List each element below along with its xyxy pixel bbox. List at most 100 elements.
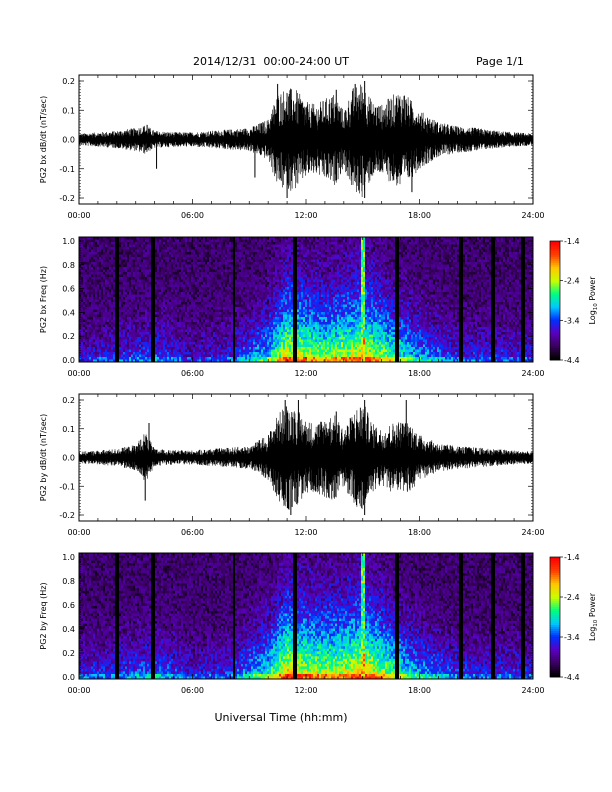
- spectrogram-cell: [259, 239, 262, 243]
- spectrogram-cell: [143, 294, 146, 298]
- spectrogram-cell: [189, 257, 192, 260]
- spectrogram-cell: [129, 239, 132, 243]
- spectrogram-cell: [241, 339, 244, 343]
- spectrogram-cell: [149, 292, 152, 295]
- spectrogram-cell: [87, 247, 90, 250]
- spectrogram-cell: [237, 309, 240, 313]
- spectrogram-cell: [195, 287, 198, 290]
- spectrogram-cell: [235, 239, 238, 243]
- spectrogram-cell: [163, 299, 166, 303]
- spectrogram-cell: [261, 289, 264, 293]
- spectrogram-cell: [169, 279, 172, 283]
- spectrogram-cell: [199, 339, 202, 343]
- spectrogram-cell: [95, 242, 98, 245]
- spectrogram-cell: [145, 292, 148, 295]
- spectrogram-cell: [113, 244, 116, 248]
- spectrogram-cell: [117, 342, 120, 345]
- spectrogram-cell: [153, 339, 156, 343]
- spectrogram-cell: [171, 257, 174, 260]
- spectrogram-cell: [87, 242, 90, 245]
- spectrogram-cell: [85, 312, 88, 315]
- spectrogram-cell: [121, 319, 124, 323]
- spectrogram-cell: [167, 309, 170, 313]
- spectrogram-cell: [267, 277, 270, 280]
- spectrogram-cell: [233, 244, 236, 248]
- spectrogram-cell: [181, 329, 184, 333]
- spectrogram-cell: [169, 337, 172, 340]
- spectrogram-cell: [173, 272, 176, 275]
- spectrogram-cell: [193, 237, 196, 240]
- spectrogram-cell: [267, 284, 270, 288]
- spectrogram-cell: [177, 249, 180, 253]
- spectrogram-cell: [79, 307, 82, 310]
- spectrogram-cell: [139, 342, 142, 345]
- spectrogram-cell: [155, 332, 158, 335]
- spectrogram-cell: [193, 282, 196, 285]
- spectrogram-cell: [195, 254, 198, 258]
- spectrogram-cell: [115, 349, 118, 353]
- spectrogram-cell: [229, 272, 232, 275]
- spectrogram-cell: [219, 312, 222, 315]
- spectrogram-cell: [189, 269, 192, 273]
- spectrogram-cell: [233, 254, 236, 258]
- spectrogram-cell: [243, 257, 246, 260]
- spectrogram-cell: [165, 249, 168, 253]
- spectrogram-cell: [189, 334, 192, 338]
- spectrogram-cell: [251, 329, 254, 333]
- spectrogram-cell: [207, 272, 210, 275]
- spectrogram-cell: [89, 289, 92, 293]
- spectrogram-cell: [91, 294, 94, 298]
- spectrogram-cell: [219, 279, 222, 283]
- spectrogram-cell: [227, 327, 230, 330]
- spectrogram-cell: [165, 289, 168, 293]
- spectrogram-cell: [201, 237, 204, 240]
- spectrogram-cell: [219, 337, 222, 340]
- spectrogram-cell: [161, 324, 164, 328]
- spectrogram-cell: [145, 359, 148, 363]
- spectrogram-cell: [183, 292, 186, 295]
- spectrogram-cell: [105, 284, 108, 288]
- spectrogram-cell: [151, 294, 154, 298]
- spectrogram-cell: [209, 357, 212, 360]
- spectrogram-cell: [165, 267, 168, 270]
- spectrogram-cell: [159, 322, 162, 325]
- spectrogram-cell: [259, 347, 262, 350]
- spectrogram-cell: [169, 339, 172, 343]
- spectrogram-cell: [111, 247, 114, 250]
- spectrogram-cell: [187, 237, 190, 240]
- spectrogram-cell: [179, 239, 182, 243]
- spectrogram-cell: [225, 304, 228, 308]
- spectrogram-cell: [175, 354, 178, 358]
- spectrogram-cell: [197, 254, 200, 258]
- spectrogram-cell: [201, 347, 204, 350]
- spectrogram-cell: [81, 349, 84, 353]
- spectrogram-cell: [237, 239, 240, 243]
- spectrogram-cell: [189, 349, 192, 353]
- spectrogram-cell: [157, 252, 160, 255]
- spectrogram-cell: [129, 279, 132, 283]
- spectrogram-cell: [249, 357, 252, 360]
- spectrogram-cell: [239, 297, 242, 300]
- spectrogram-cell: [173, 357, 176, 360]
- spectrogram-cell: [185, 247, 188, 250]
- spectrogram-cell: [123, 247, 126, 250]
- spectrogram-cell: [161, 359, 164, 363]
- spectrogram-cell: [227, 242, 230, 245]
- spectrogram-cell: [203, 352, 206, 355]
- spectrogram-cell: [93, 359, 96, 363]
- spectrogram-cell: [199, 257, 202, 260]
- spectrogram-cell: [205, 317, 208, 320]
- spectrogram-cell: [247, 302, 250, 305]
- spectrogram-cell: [249, 237, 252, 240]
- spectrogram-cell: [207, 262, 210, 265]
- spectrogram-cell: [141, 307, 144, 310]
- spectrogram-cell: [117, 349, 120, 353]
- spectrogram-cell: [215, 322, 218, 325]
- spectrogram-cell: [211, 352, 214, 355]
- spectrogram-cell: [253, 322, 256, 325]
- spectrogram-cell: [139, 259, 142, 263]
- spectrogram-cell: [123, 237, 126, 240]
- spectrogram-cell: [241, 337, 244, 340]
- spectrogram-cell: [143, 329, 146, 333]
- spectrogram-cell: [149, 322, 152, 325]
